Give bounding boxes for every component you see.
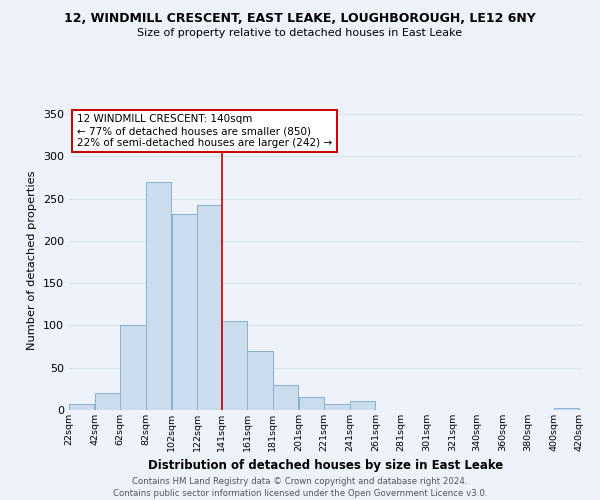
Bar [273, 384, 298, 410]
Bar [197, 206, 221, 410]
Bar [172, 214, 197, 410]
Text: Size of property relative to detached houses in East Leake: Size of property relative to detached ho… [137, 28, 463, 38]
Text: Contains HM Land Registry data © Crown copyright and database right 2024.: Contains HM Land Registry data © Crown c… [132, 477, 468, 486]
Y-axis label: Number of detached properties: Number of detached properties [28, 170, 37, 350]
Bar [146, 182, 172, 410]
Bar [121, 326, 146, 410]
Bar [554, 408, 579, 410]
Bar [325, 404, 350, 410]
Text: 12, WINDMILL CRESCENT, EAST LEAKE, LOUGHBOROUGH, LE12 6NY: 12, WINDMILL CRESCENT, EAST LEAKE, LOUGH… [64, 12, 536, 26]
Bar [247, 351, 273, 410]
Bar [95, 393, 120, 410]
Bar [69, 404, 94, 410]
X-axis label: Distribution of detached houses by size in East Leake: Distribution of detached houses by size … [148, 460, 503, 472]
Text: 12 WINDMILL CRESCENT: 140sqm
← 77% of detached houses are smaller (850)
22% of s: 12 WINDMILL CRESCENT: 140sqm ← 77% of de… [77, 114, 332, 148]
Bar [222, 322, 247, 410]
Bar [299, 398, 324, 410]
Bar [350, 400, 376, 410]
Text: Contains public sector information licensed under the Open Government Licence v3: Contains public sector information licen… [113, 488, 487, 498]
